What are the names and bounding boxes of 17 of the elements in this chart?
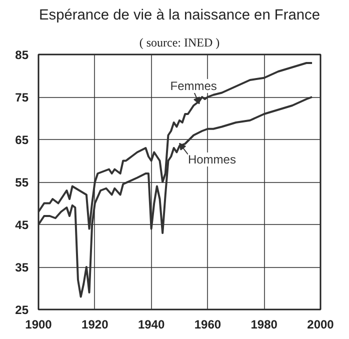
y-tick-label: 75 xyxy=(15,90,29,104)
y-tick-label: 45 xyxy=(15,218,29,232)
chart-subtitle: ( source: INED ) xyxy=(139,36,220,50)
chart-title: Espérance de vie à la naissance en France xyxy=(38,8,320,24)
x-tick-label: 1920 xyxy=(82,318,109,332)
y-tick-label: 85 xyxy=(15,48,29,62)
x-tick-label: 1980 xyxy=(250,318,278,332)
x-tick-label: 1960 xyxy=(194,318,222,332)
y-tick-label: 25 xyxy=(15,303,29,317)
y-tick-label: 55 xyxy=(15,176,29,190)
x-tick-label: 1900 xyxy=(25,318,52,332)
legend-label: Hommes xyxy=(188,152,236,166)
x-tick-label: 2000 xyxy=(307,318,334,332)
series-label: Femmes xyxy=(170,78,217,93)
y-tick-label: 35 xyxy=(15,260,29,274)
x-tick-label: 1940 xyxy=(138,318,165,332)
y-tick-label: 65 xyxy=(15,133,29,147)
